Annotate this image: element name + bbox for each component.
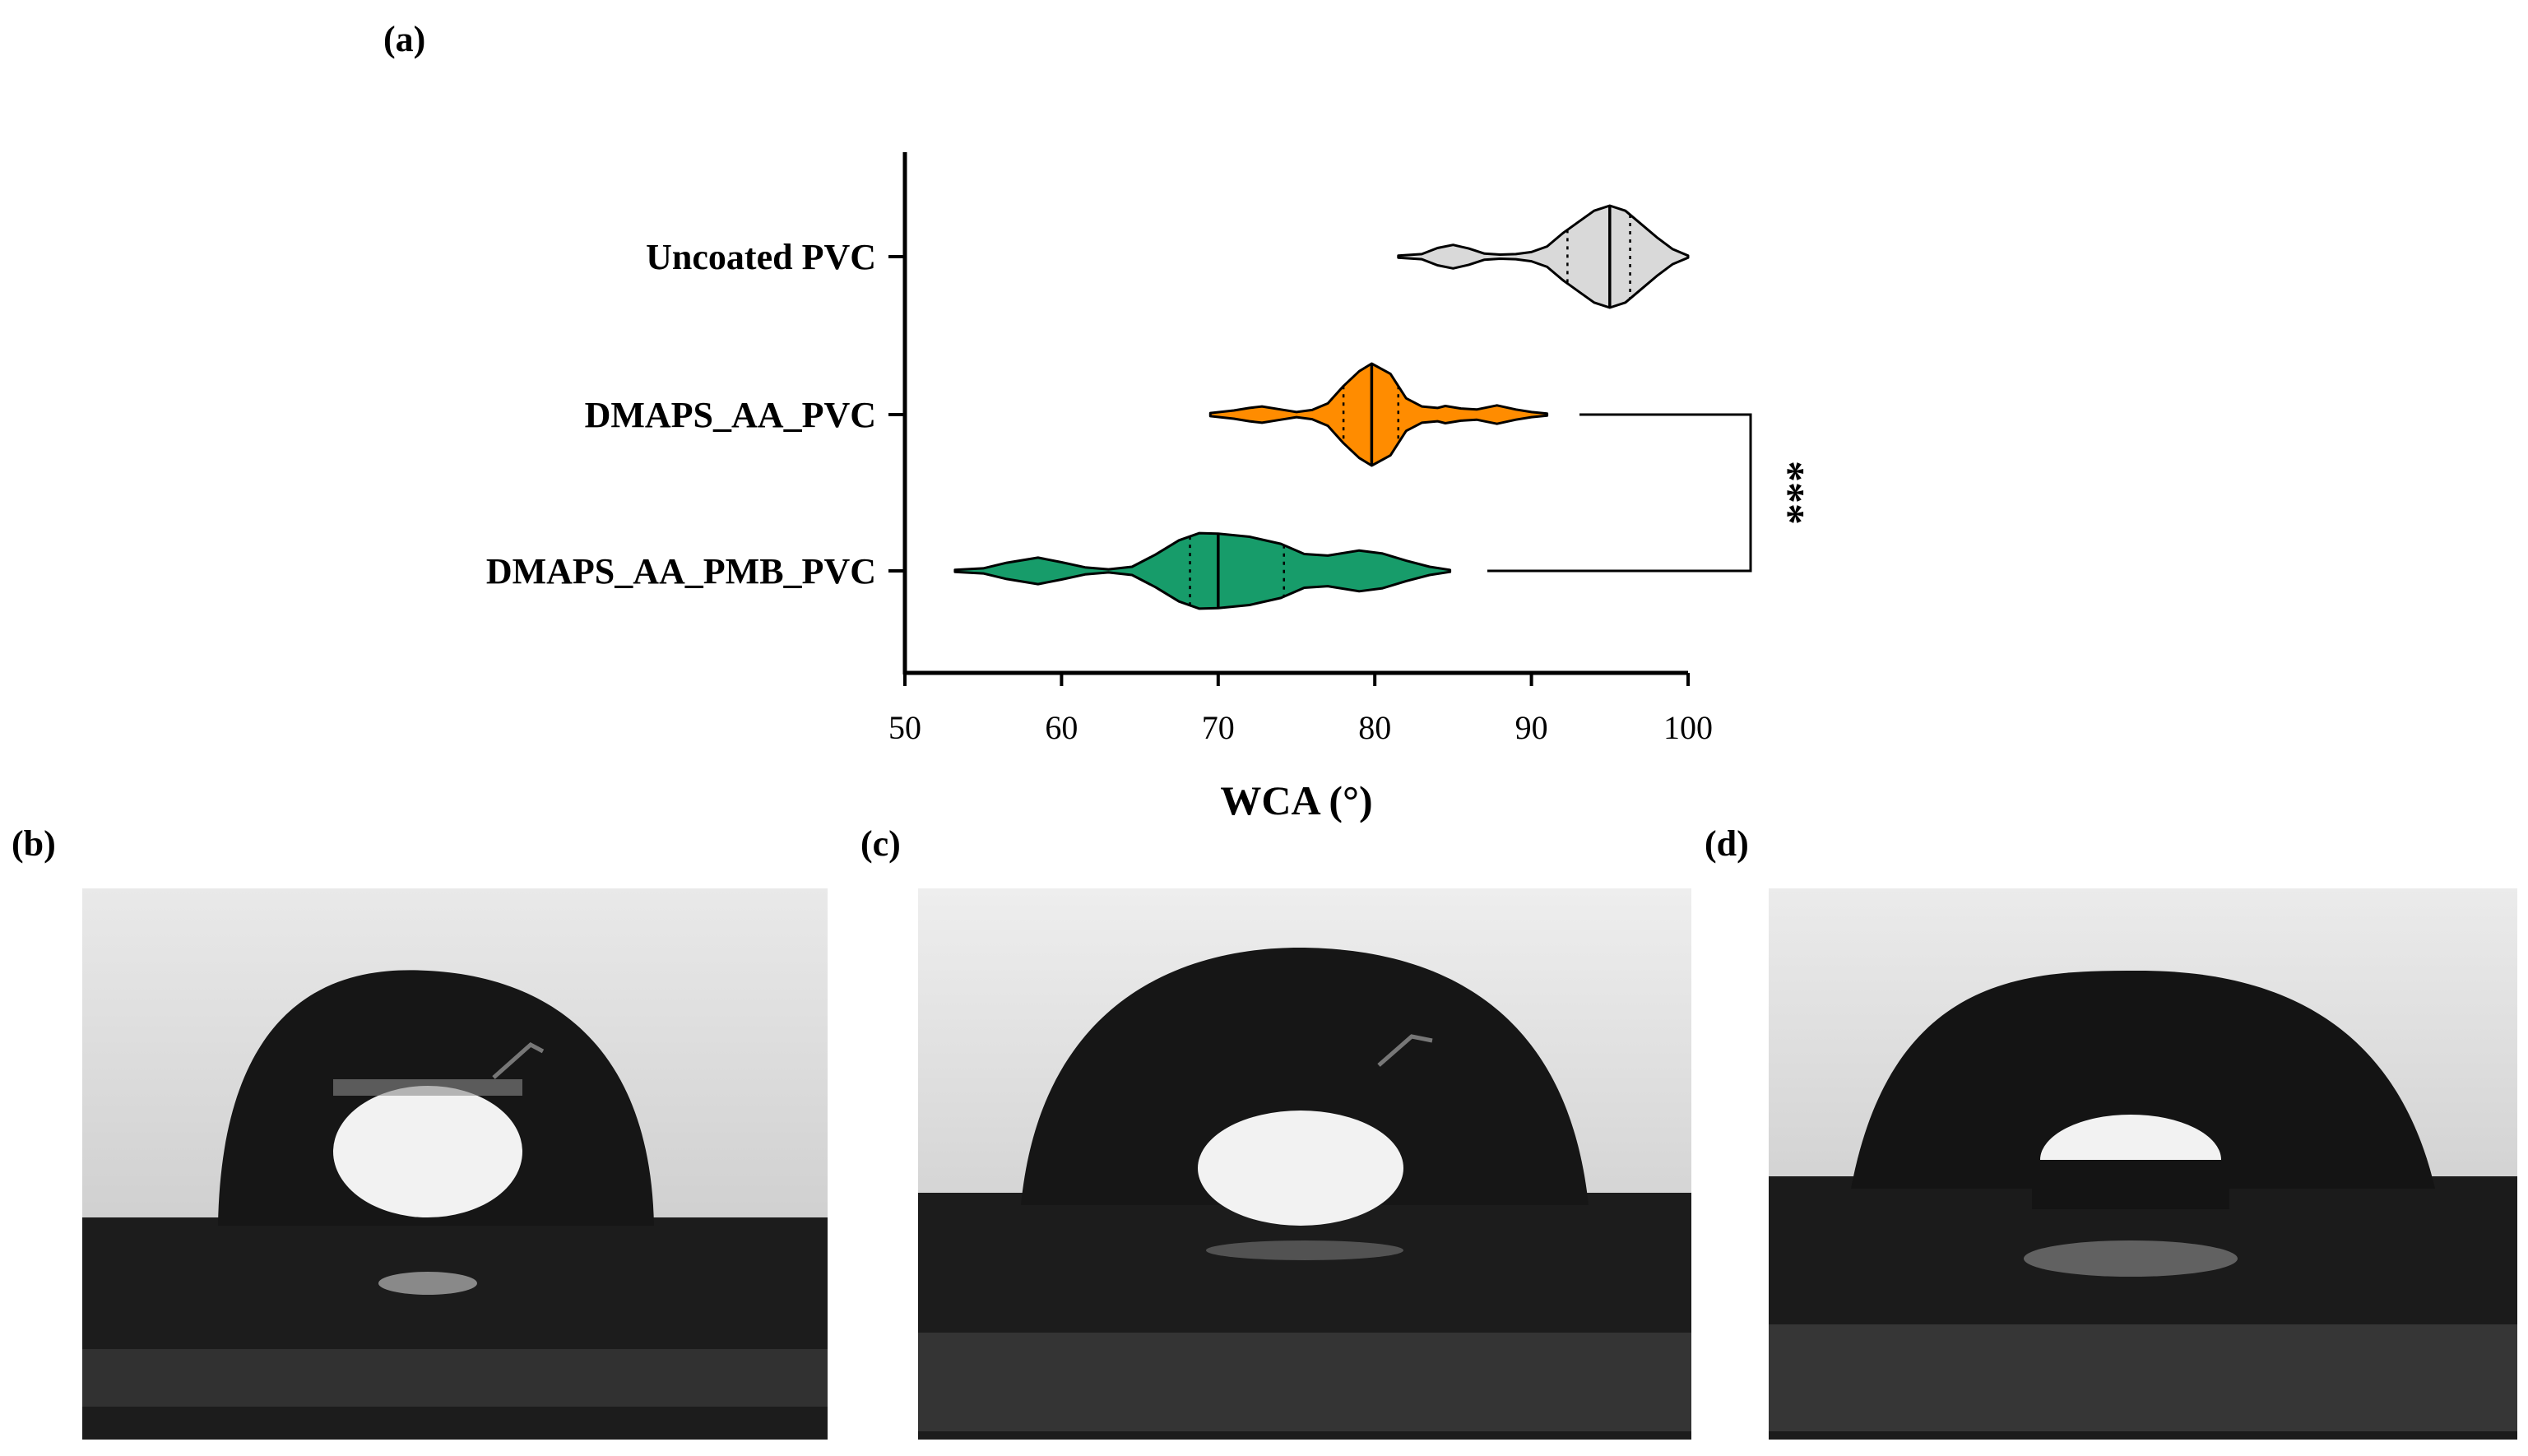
violin-dmaps-aa-pvc <box>1208 362 1549 467</box>
violin-layer <box>953 204 1690 610</box>
x-tick-label: 60 <box>1045 709 1078 746</box>
panel-label-d: (d) <box>1705 823 1749 864</box>
x-tick-label: 100 <box>1663 709 1713 746</box>
significance-stars: *** <box>1765 461 1812 525</box>
y-tick-label: DMAPS_AA_PMB_PVC <box>486 551 876 591</box>
violin-chart: 50 60 70 80 90 100 Uncoated PVC DMAPS_AA_PVC DM… <box>486 152 1812 823</box>
y-tick-label: DMAPS_AA_PVC <box>585 395 876 435</box>
x-tick-label: 50 <box>888 709 921 746</box>
panel-label-b: (b) <box>12 823 56 864</box>
x-tick-label: 90 <box>1515 709 1548 746</box>
x-axis-title: WCA (°) <box>1220 777 1372 823</box>
y-tick-layer: Uncoated PVC DMAPS_AA_PVC DMAPS_AA_PMB_PVC <box>486 237 905 591</box>
violin-dmaps-aa-pmb-pvc <box>953 531 1452 610</box>
panel-label-c: (c) <box>860 823 901 864</box>
violin-uncoated-pvc <box>1397 204 1690 309</box>
significance-bracket: *** <box>1487 413 1812 573</box>
panel-label-a: (a) <box>383 19 426 59</box>
droplet-photo-b <box>82 888 828 1440</box>
y-tick-label: Uncoated PVC <box>646 237 876 277</box>
x-tick-label: 80 <box>1358 709 1391 746</box>
x-tick-layer: 50 60 70 80 90 100 <box>888 673 1713 746</box>
significance-bracket-line <box>1487 413 1752 573</box>
droplet-photo-d <box>1769 888 2517 1440</box>
x-tick-label: 70 <box>1202 709 1235 746</box>
droplet-photo-c <box>918 888 1691 1440</box>
